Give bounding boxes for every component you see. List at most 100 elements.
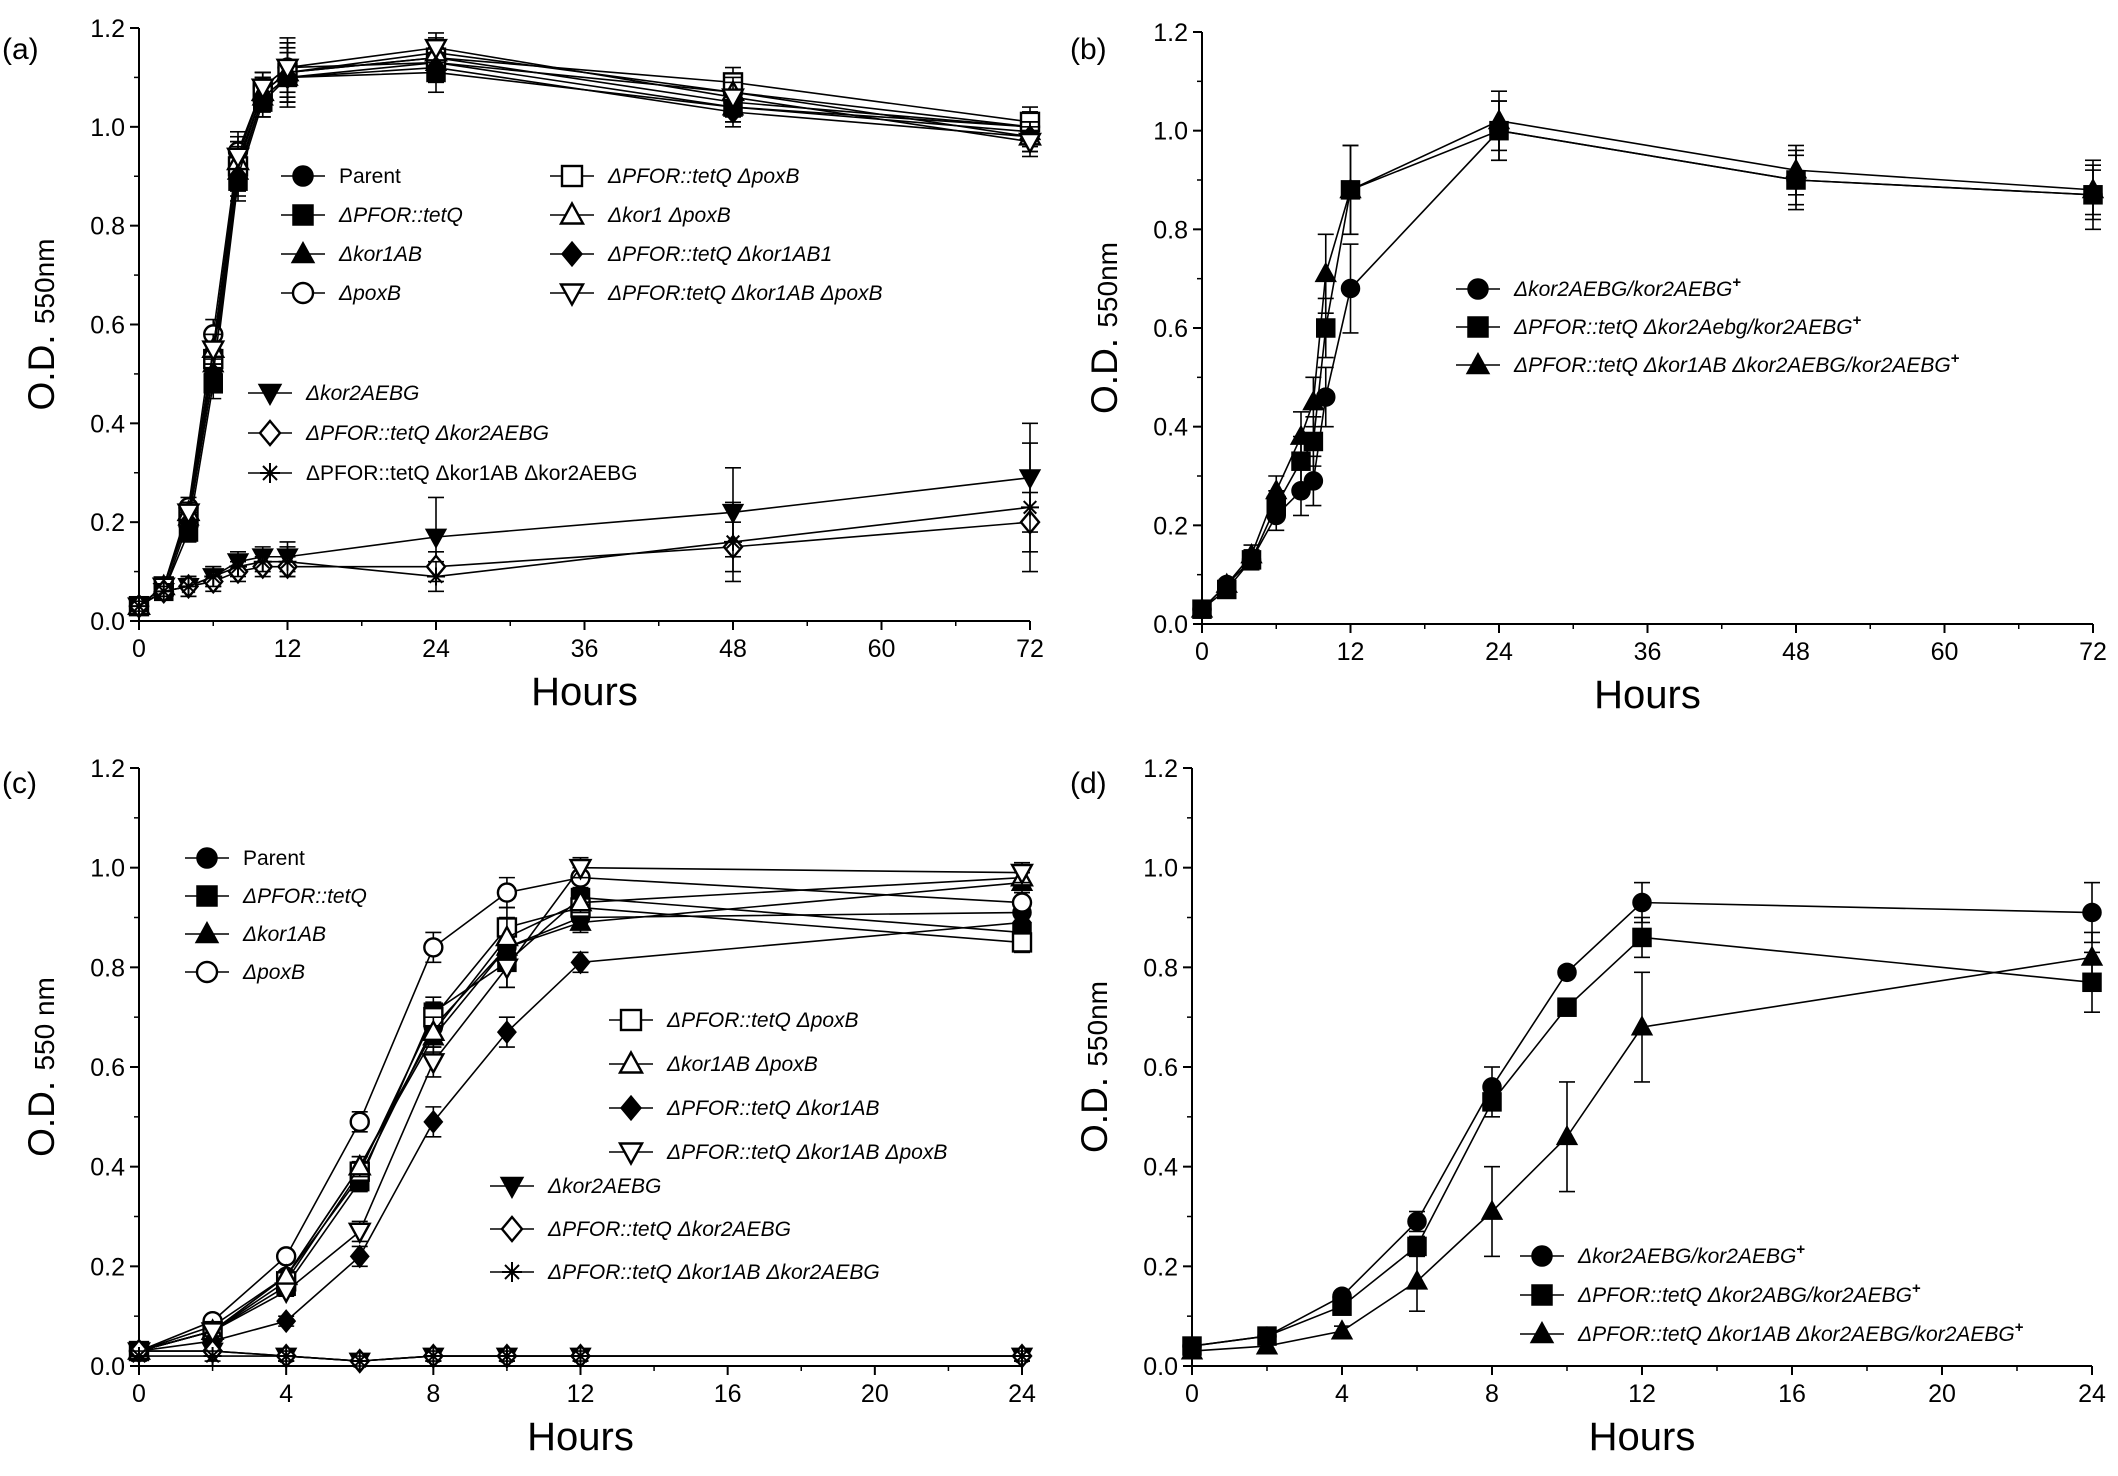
legend-label: ΔpoxB xyxy=(242,961,305,984)
legend-marker xyxy=(257,383,283,407)
series-group xyxy=(1180,881,2104,1360)
y-axis-title-sub: 550nm xyxy=(29,239,60,325)
y-tick-label: 1.0 xyxy=(90,114,125,142)
legend-label: Δkor1AB xyxy=(242,923,326,946)
series-line xyxy=(1191,901,2093,1347)
series-line xyxy=(138,876,1023,1352)
legend-marker xyxy=(561,240,583,268)
data-point xyxy=(1302,390,1325,411)
y-tick-label: 1.2 xyxy=(1153,19,1188,47)
data-point xyxy=(1557,962,1577,983)
y-axis-title-main: O.D. xyxy=(21,1071,62,1157)
legend-marker xyxy=(502,1262,522,1282)
y-tick-label: 0.0 xyxy=(90,608,125,636)
data-point xyxy=(724,532,742,551)
x-tick-label: 4 xyxy=(279,1380,293,1408)
x-tick-label: 60 xyxy=(868,635,896,663)
y-ticks: 0.0 0.2 0.4 0.6 0.8 1.0 1.2 xyxy=(1143,755,1192,1381)
data-point xyxy=(1555,1124,1579,1146)
series-group xyxy=(1190,90,2105,619)
y-ticks: 0.0 0.2 0.4 0.6 0.8 1.0 1.2 xyxy=(90,755,139,1381)
legend-marker xyxy=(560,164,584,188)
legend-item: Δkor1 ΔpoxB xyxy=(550,201,731,227)
legend-item: ΔPFOR::tetQ ΔpoxB xyxy=(550,164,800,188)
data-point xyxy=(568,889,593,912)
y-tick-label: 0.2 xyxy=(1153,512,1188,540)
x-axis-title: Hours xyxy=(531,670,638,714)
legend-label: Δkor2AEBG xyxy=(305,382,419,405)
x-tick-label: 12 xyxy=(274,635,302,663)
legend-item: Δkor2AEBG/kor2AEBG+ xyxy=(1520,1241,1805,1268)
x-tick-label: 48 xyxy=(1782,638,1810,666)
x-tick-label: 60 xyxy=(1931,638,1959,666)
series-dpfor-tetq xyxy=(129,51,1040,616)
legend: ParentΔPFOR::tetQΔkor1ABΔpoxBΔPFOR::tetQ… xyxy=(248,164,883,485)
data-point xyxy=(130,1347,148,1366)
data-point xyxy=(423,937,444,958)
series-line xyxy=(1191,956,2093,1352)
data-point xyxy=(721,88,745,111)
x-ticks: 0 12 24 36 48 60 72 xyxy=(1195,624,2107,666)
legend-marker xyxy=(196,847,218,869)
x-tick-label: 24 xyxy=(1485,638,1513,666)
data-point xyxy=(130,597,148,616)
y-tick-label: 0.2 xyxy=(90,509,125,537)
x-tick-label: 0 xyxy=(132,635,146,663)
legend-item: Δkor2AEBG xyxy=(490,1175,661,1200)
y-axis-title-main: O.D. xyxy=(1074,1067,1115,1153)
data-point xyxy=(1332,1296,1352,1316)
legend-marker xyxy=(1467,278,1489,300)
y-tick-label: 0.6 xyxy=(1143,1054,1178,1082)
data-point xyxy=(1021,498,1039,517)
y-tick-label: 0.8 xyxy=(1143,954,1178,982)
data-point xyxy=(203,1347,222,1366)
y-ticks: 0.0 0.2 0.4 0.6 0.8 1.0 1.2 xyxy=(90,15,139,636)
data-point xyxy=(253,552,272,571)
data-point xyxy=(250,78,275,101)
x-tick-label: 8 xyxy=(1485,1380,1499,1408)
legend-marker xyxy=(260,463,280,483)
legend-item: ΔPFOR::tetQ Δkor1AB Δkor2AEBG/kor2AEBG+ xyxy=(1520,1319,2024,1346)
series-group xyxy=(127,32,1042,620)
panel-letter: (a) xyxy=(2,33,39,66)
legend-label: ΔPFOR:tetQ Δkor1AB ΔpoxB xyxy=(607,282,883,305)
legend-label: ΔPFOR::tetQ Δkor1AB xyxy=(666,1097,880,1120)
y-axis-title: O.D. 550 nm xyxy=(21,977,62,1157)
data-point xyxy=(427,567,445,586)
data-point xyxy=(496,882,518,903)
data-point xyxy=(1405,1269,1429,1290)
series-line xyxy=(138,506,1031,607)
legend-marker xyxy=(558,283,586,307)
legend-label: Δkor2AEBG/kor2AEBG+ xyxy=(1577,1241,1805,1268)
data-point xyxy=(1632,892,1652,913)
panel-letter: (b) xyxy=(1070,33,1107,66)
x-tick-label: 48 xyxy=(719,635,747,663)
legend-item: Δkor2AEBG/kor2AEBG+ xyxy=(1456,274,1741,301)
y-tick-label: 0.8 xyxy=(90,954,125,982)
data-point xyxy=(1010,863,1034,886)
series-line xyxy=(139,1355,1022,1362)
series-line xyxy=(138,71,1031,607)
data-point xyxy=(347,1153,372,1176)
series-dpfor-tetq-dkor1ab-dkor2aebg-kor2aebg xyxy=(1180,931,2104,1360)
data-point xyxy=(424,38,448,61)
x-tick-label: 72 xyxy=(2079,638,2107,666)
legend-item: ΔPFOR::tetQ ΔpoxB xyxy=(609,1008,859,1032)
y-tick-label: 0.4 xyxy=(1143,1154,1178,1182)
x-tick-label: 16 xyxy=(714,1380,742,1408)
data-point xyxy=(350,1352,369,1371)
y-axis-title: O.D. 550nm xyxy=(1074,981,1115,1153)
data-point xyxy=(494,924,519,947)
data-point xyxy=(2082,902,2102,923)
legend-item: ΔPFOR::tetQ Δkor2AEBG xyxy=(490,1215,791,1243)
data-point xyxy=(1480,1199,1504,1220)
data-point xyxy=(497,1347,516,1366)
data-point xyxy=(1784,158,1808,179)
legend-item: ΔPFOR::tetQ Δkor1AB1 xyxy=(550,240,832,268)
data-point xyxy=(347,1222,372,1245)
legend-item: ΔPFOR:tetQ Δkor1AB ΔpoxB xyxy=(550,282,883,307)
data-point xyxy=(1013,1347,1031,1366)
y-tick-label: 0.6 xyxy=(90,1054,125,1082)
y-ticks: 0.0 0.2 0.4 0.6 0.8 1.0 1.2 xyxy=(1153,19,1202,639)
series-line xyxy=(138,521,1031,607)
